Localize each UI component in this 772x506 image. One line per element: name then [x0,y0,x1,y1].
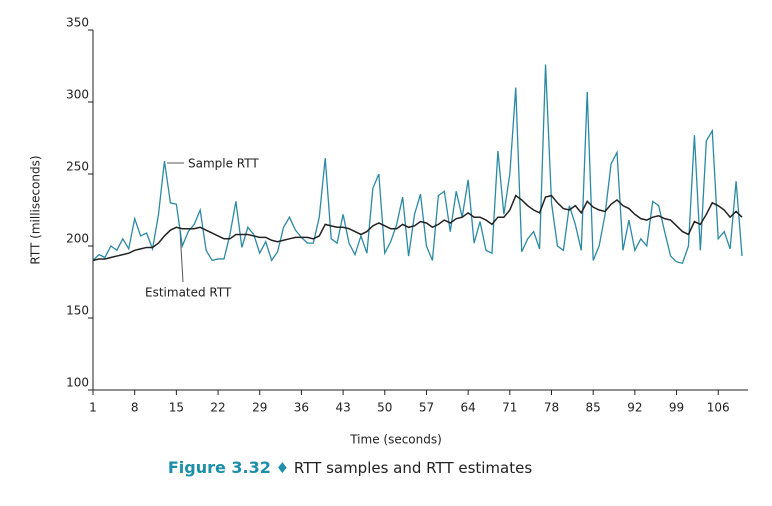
x-tick-label: 57 [419,401,434,415]
series-line [92,64,743,265]
x-tick-label: 22 [210,401,225,415]
caption: Figure 3.32 ♦ RTT samples and RTT estima… [168,458,532,477]
x-tick-label: 99 [669,401,684,415]
x-tick-label: 71 [502,401,517,415]
x-tick-label: 15 [169,401,184,415]
x-tick-label: 29 [252,401,267,415]
caption-text: RTT samples and RTT estimates [294,459,532,477]
caption-separator: ♦ [276,459,289,477]
x-tick-label: 106 [707,401,730,415]
caption-label: Figure 3.32 [168,458,271,477]
y-tick-label: 300 [66,88,89,102]
x-tick-label: 43 [335,401,350,415]
x-tick-label: 78 [544,401,559,415]
x-axis-label: Time (seconds) [349,433,442,447]
x-tick-label: 1 [89,401,97,415]
y-tick-label: 200 [66,232,89,246]
x-tick-label: 8 [131,401,139,415]
y-tick-label: 250 [66,160,89,174]
annotation: Estimated RTT [145,286,232,300]
x-tick-label: 64 [460,401,475,415]
series-line [92,194,743,262]
x-tick-label: 92 [627,401,642,415]
y-tick-label: 150 [66,304,89,318]
annotation: Sample RTT [188,157,259,171]
y-tick-label: 100 [66,376,89,390]
x-tick-label: 36 [294,401,309,415]
y-axis-label: RTT (milliseconds) [29,155,43,264]
y-tick-label: 350 [66,16,89,30]
leader-line [179,229,184,283]
x-tick-label: 50 [377,401,392,415]
x-tick-label: 85 [586,401,601,415]
